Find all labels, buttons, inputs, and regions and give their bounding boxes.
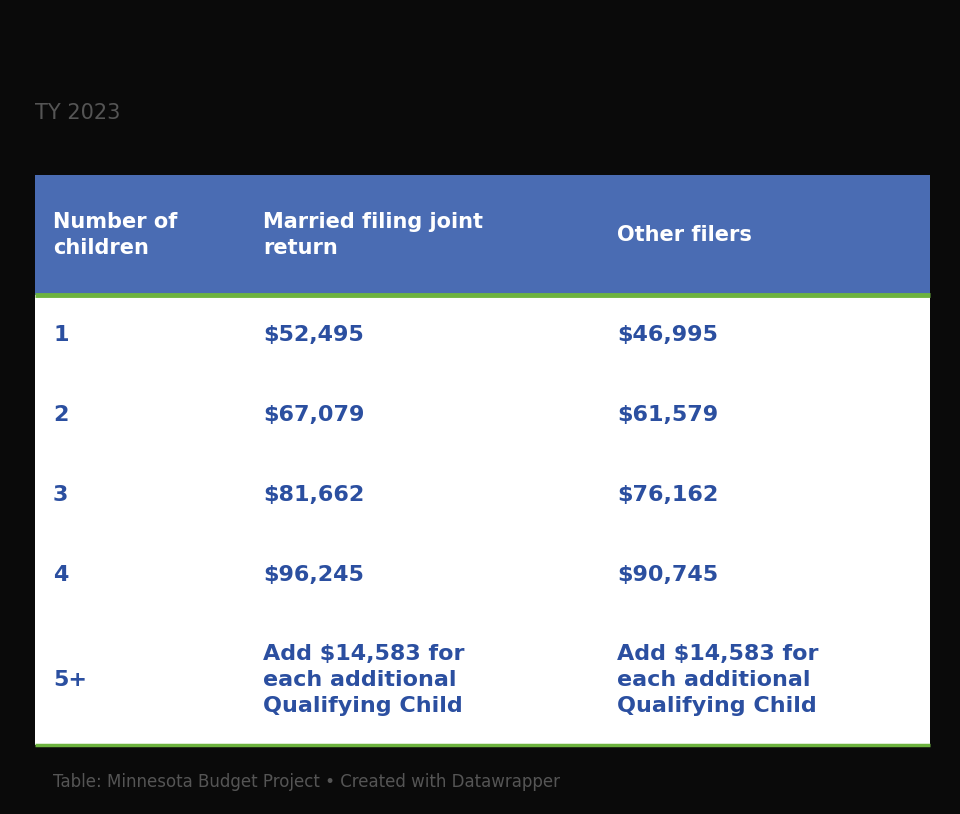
Text: $96,245: $96,245 (263, 565, 364, 585)
Text: $67,079: $67,079 (263, 405, 365, 425)
Text: Number of
children: Number of children (53, 212, 178, 258)
Text: Married filing joint
return: Married filing joint return (263, 212, 483, 258)
Text: $81,662: $81,662 (263, 485, 365, 505)
Text: $76,162: $76,162 (617, 485, 718, 505)
Text: Other filers: Other filers (617, 225, 752, 245)
Text: 3: 3 (53, 485, 68, 505)
Text: $90,745: $90,745 (617, 565, 718, 585)
Text: 4: 4 (53, 565, 68, 585)
Text: 2: 2 (53, 405, 68, 425)
Text: Add $14,583 for
each additional
Qualifying Child: Add $14,583 for each additional Qualifyi… (263, 645, 465, 716)
Text: Add $14,583 for
each additional
Qualifying Child: Add $14,583 for each additional Qualifyi… (617, 645, 818, 716)
Text: $46,995: $46,995 (617, 325, 718, 345)
Text: $61,579: $61,579 (617, 405, 718, 425)
Text: 5+: 5+ (53, 670, 87, 690)
Text: $52,495: $52,495 (263, 325, 364, 345)
Text: Table: Minnesota Budget Project • Created with Datawrapper: Table: Minnesota Budget Project • Create… (53, 773, 560, 791)
Text: TY 2023: TY 2023 (35, 103, 120, 123)
Text: 1: 1 (53, 325, 68, 345)
